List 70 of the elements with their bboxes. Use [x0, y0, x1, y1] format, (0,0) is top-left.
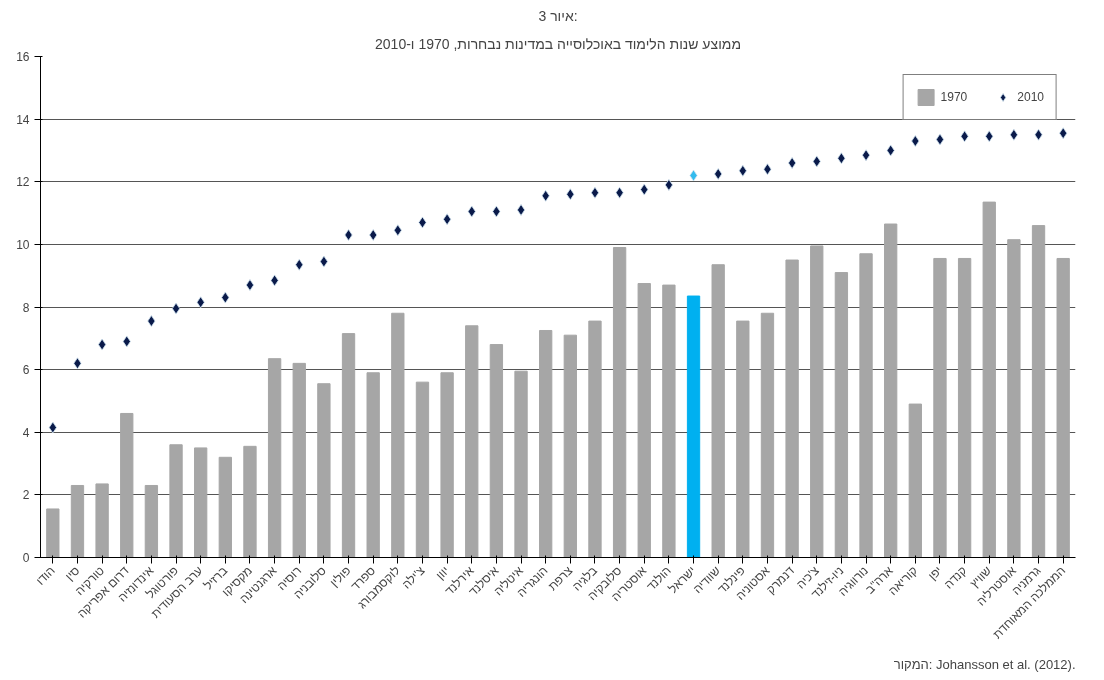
- bar: [194, 447, 208, 558]
- bar: [957, 257, 972, 558]
- point: [369, 229, 378, 241]
- y-tick-label: 10: [16, 237, 30, 252]
- bar: [908, 403, 922, 558]
- point: [171, 302, 181, 315]
- bar: [465, 325, 479, 558]
- bar: [120, 412, 134, 558]
- bar: [662, 284, 676, 558]
- x-tick-label: הודו: [33, 563, 58, 588]
- bar: [785, 259, 799, 558]
- bar: [489, 344, 504, 558]
- bar: [218, 456, 232, 558]
- bar: [686, 295, 701, 558]
- bar: [391, 312, 405, 558]
- bar: [70, 484, 85, 558]
- bar: [169, 444, 183, 558]
- bar: [317, 383, 331, 558]
- bar: [736, 320, 750, 558]
- bar: [144, 484, 159, 558]
- bar: [1007, 239, 1021, 558]
- bar: [46, 508, 60, 558]
- bar: [563, 334, 577, 558]
- bar: [539, 329, 553, 558]
- bar: [711, 264, 725, 558]
- y-tick-label: 4: [22, 425, 30, 440]
- point: [245, 279, 255, 291]
- chart-title: איור 3:: [538, 7, 578, 24]
- bar: [588, 320, 602, 558]
- y-tick-label: 14: [16, 112, 30, 127]
- x-tick-label: צ'ילה: [399, 563, 428, 592]
- point: [935, 133, 945, 146]
- bar: [760, 312, 775, 558]
- bar: [267, 358, 282, 558]
- y-tick-label: 12: [16, 175, 30, 190]
- bar: [1056, 257, 1070, 558]
- y-tick-label: 2: [22, 488, 30, 503]
- bar: [637, 283, 651, 558]
- point: [861, 149, 871, 162]
- bar: [884, 223, 898, 558]
- point: [714, 168, 723, 180]
- text: המקור: Johansson et al. (2012).: [893, 656, 1076, 672]
- y-tick-label: 16: [16, 50, 30, 64]
- bar: [612, 247, 627, 558]
- point: [911, 135, 920, 147]
- bar: [292, 362, 306, 558]
- y-tick-label: 6: [22, 363, 30, 378]
- bar: [810, 245, 824, 558]
- point: [516, 204, 526, 216]
- bar: [859, 253, 873, 558]
- bar: [440, 372, 454, 558]
- chart-subtitle: ממוצע שנות הלימוד באוכלוסייה במדינות נבחרות, 1970 ו-2010: [375, 35, 742, 52]
- bar: [982, 201, 996, 558]
- point: [344, 229, 353, 241]
- y-tick-label: 8: [22, 300, 30, 315]
- legend-label: 2010: [1017, 90, 1044, 104]
- bar: [1031, 225, 1046, 558]
- bar: [933, 257, 947, 558]
- bar: [514, 370, 528, 558]
- legend-label: 1970: [940, 90, 968, 104]
- point: [147, 315, 156, 327]
- bar: [243, 445, 257, 558]
- point: [590, 186, 600, 199]
- bar: [341, 333, 356, 558]
- y-tick-label: 0: [22, 551, 30, 565]
- bar: [834, 272, 849, 558]
- bar: [95, 483, 109, 558]
- point: [788, 157, 797, 169]
- bar: [366, 372, 380, 558]
- bar: [415, 381, 430, 558]
